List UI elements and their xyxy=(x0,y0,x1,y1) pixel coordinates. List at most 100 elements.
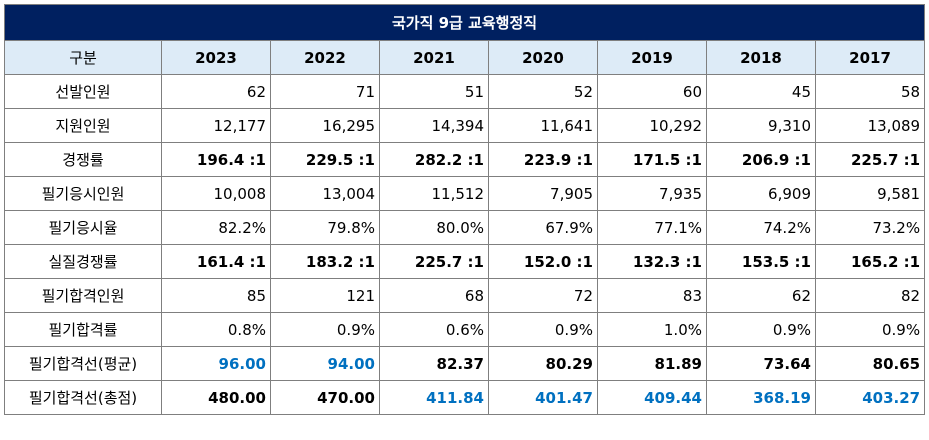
table-title: 국가직 9급 교육행정직 xyxy=(3,4,926,41)
cell: 10,008 xyxy=(161,176,271,211)
cell: 196.4 :1 xyxy=(161,142,271,177)
recruitment-stats-table: 국가직 9급 교육행정직 구분 2023 2022 2021 2020 2019… xyxy=(3,4,926,415)
row-label: 경쟁률 xyxy=(4,142,162,177)
cell-highlighted: 409.44 xyxy=(597,380,707,415)
cell-highlighted: 368.19 xyxy=(706,380,816,415)
cell: 121 xyxy=(270,278,380,313)
row-exam-attendance-rate: 필기응시율 82.2% 79.8% 80.0% 67.9% 77.1% 74.2… xyxy=(4,210,926,245)
cell: 11,641 xyxy=(488,108,598,143)
cell: 80.0% xyxy=(379,210,489,245)
cell: 0.9% xyxy=(706,312,816,347)
cell: 80.65 xyxy=(814,346,926,381)
cell: 0.9% xyxy=(814,312,926,347)
row-label: 필기합격률 xyxy=(4,312,162,347)
cell: 45 xyxy=(706,74,816,109)
row-label: 실질경쟁률 xyxy=(4,244,162,279)
cell: 161.4 :1 xyxy=(161,244,271,279)
cell-highlighted: 401.47 xyxy=(488,380,598,415)
row-cutoff-total: 필기합격선(총점) 480.00 470.00 411.84 401.47 40… xyxy=(4,380,926,415)
cell: 77.1% xyxy=(597,210,707,245)
cell: 58 xyxy=(814,74,926,109)
cell: 225.7 :1 xyxy=(379,244,489,279)
header-year-2021: 2021 xyxy=(379,40,489,75)
cell: 0.9% xyxy=(488,312,598,347)
cell: 282.2 :1 xyxy=(379,142,489,177)
cell: 470.00 xyxy=(270,380,380,415)
cell: 7,905 xyxy=(488,176,598,211)
cell-highlighted: 411.84 xyxy=(379,380,489,415)
cell: 67.9% xyxy=(488,210,598,245)
cell: 0.8% xyxy=(161,312,271,347)
cell: 60 xyxy=(597,74,707,109)
row-selection-count: 선발인원 62 71 51 52 60 45 58 xyxy=(4,74,926,109)
cell: 9,310 xyxy=(706,108,816,143)
header-row: 구분 2023 2022 2021 2020 2019 2018 2017 xyxy=(4,40,926,75)
cell: 165.2 :1 xyxy=(814,244,926,279)
header-year-2019: 2019 xyxy=(597,40,707,75)
cell: 206.9 :1 xyxy=(706,142,816,177)
cell: 52 xyxy=(488,74,598,109)
cell: 6,909 xyxy=(706,176,816,211)
row-label: 지원인원 xyxy=(4,108,162,143)
row-exam-takers: 필기응시인원 10,008 13,004 11,512 7,905 7,935 … xyxy=(4,176,926,211)
cell: 74.2% xyxy=(706,210,816,245)
cell: 81.89 xyxy=(597,346,707,381)
header-year-2023: 2023 xyxy=(161,40,271,75)
cell: 7,935 xyxy=(597,176,707,211)
cell: 71 xyxy=(270,74,380,109)
cell: 0.9% xyxy=(270,312,380,347)
cell: 0.6% xyxy=(379,312,489,347)
cell: 153.5 :1 xyxy=(706,244,816,279)
cell: 80.29 xyxy=(488,346,598,381)
cell: 62 xyxy=(161,74,271,109)
cell: 12,177 xyxy=(161,108,271,143)
row-label: 필기합격선(평균) xyxy=(4,346,162,381)
title-row: 국가직 9급 교육행정직 xyxy=(3,4,926,41)
row-label: 필기합격선(총점) xyxy=(4,380,162,415)
cell: 132.3 :1 xyxy=(597,244,707,279)
cell: 68 xyxy=(379,278,489,313)
cell: 229.5 :1 xyxy=(270,142,380,177)
cell: 152.0 :1 xyxy=(488,244,598,279)
cell: 79.8% xyxy=(270,210,380,245)
cell: 82.2% xyxy=(161,210,271,245)
cell: 73.64 xyxy=(706,346,816,381)
cell: 82.37 xyxy=(379,346,489,381)
header-year-2017: 2017 xyxy=(814,40,926,75)
cell-highlighted: 403.27 xyxy=(814,380,926,415)
cell: 83 xyxy=(597,278,707,313)
cell: 72 xyxy=(488,278,598,313)
row-applicants: 지원인원 12,177 16,295 14,394 11,641 10,292 … xyxy=(4,108,926,143)
cell: 480.00 xyxy=(161,380,271,415)
cell: 9,581 xyxy=(814,176,926,211)
header-year-2020: 2020 xyxy=(488,40,598,75)
header-label: 구분 xyxy=(4,40,162,75)
row-label: 필기합격인원 xyxy=(4,278,162,313)
cell: 171.5 :1 xyxy=(597,142,707,177)
cell: 82 xyxy=(814,278,926,313)
row-real-competition-rate: 실질경쟁률 161.4 :1 183.2 :1 225.7 :1 152.0 :… xyxy=(4,244,926,279)
cell: 225.7 :1 xyxy=(814,142,926,177)
row-written-pass-rate: 필기합격률 0.8% 0.9% 0.6% 0.9% 1.0% 0.9% 0.9% xyxy=(4,312,926,347)
row-cutoff-average: 필기합격선(평균) 96.00 94.00 82.37 80.29 81.89 … xyxy=(4,346,926,381)
row-competition-rate: 경쟁률 196.4 :1 229.5 :1 282.2 :1 223.9 :1 … xyxy=(4,142,926,177)
cell: 223.9 :1 xyxy=(488,142,598,177)
cell: 62 xyxy=(706,278,816,313)
cell: 1.0% xyxy=(597,312,707,347)
cell: 10,292 xyxy=(597,108,707,143)
cell-highlighted: 96.00 xyxy=(161,346,271,381)
cell: 73.2% xyxy=(814,210,926,245)
cell: 51 xyxy=(379,74,489,109)
row-label: 필기응시인원 xyxy=(4,176,162,211)
cell: 11,512 xyxy=(379,176,489,211)
cell: 16,295 xyxy=(270,108,380,143)
cell: 14,394 xyxy=(379,108,489,143)
row-label: 필기응시율 xyxy=(4,210,162,245)
header-year-2022: 2022 xyxy=(270,40,380,75)
row-written-passers: 필기합격인원 85 121 68 72 83 62 82 xyxy=(4,278,926,313)
cell: 13,004 xyxy=(270,176,380,211)
cell-highlighted: 94.00 xyxy=(270,346,380,381)
cell: 85 xyxy=(161,278,271,313)
row-label: 선발인원 xyxy=(4,74,162,109)
cell: 13,089 xyxy=(814,108,926,143)
